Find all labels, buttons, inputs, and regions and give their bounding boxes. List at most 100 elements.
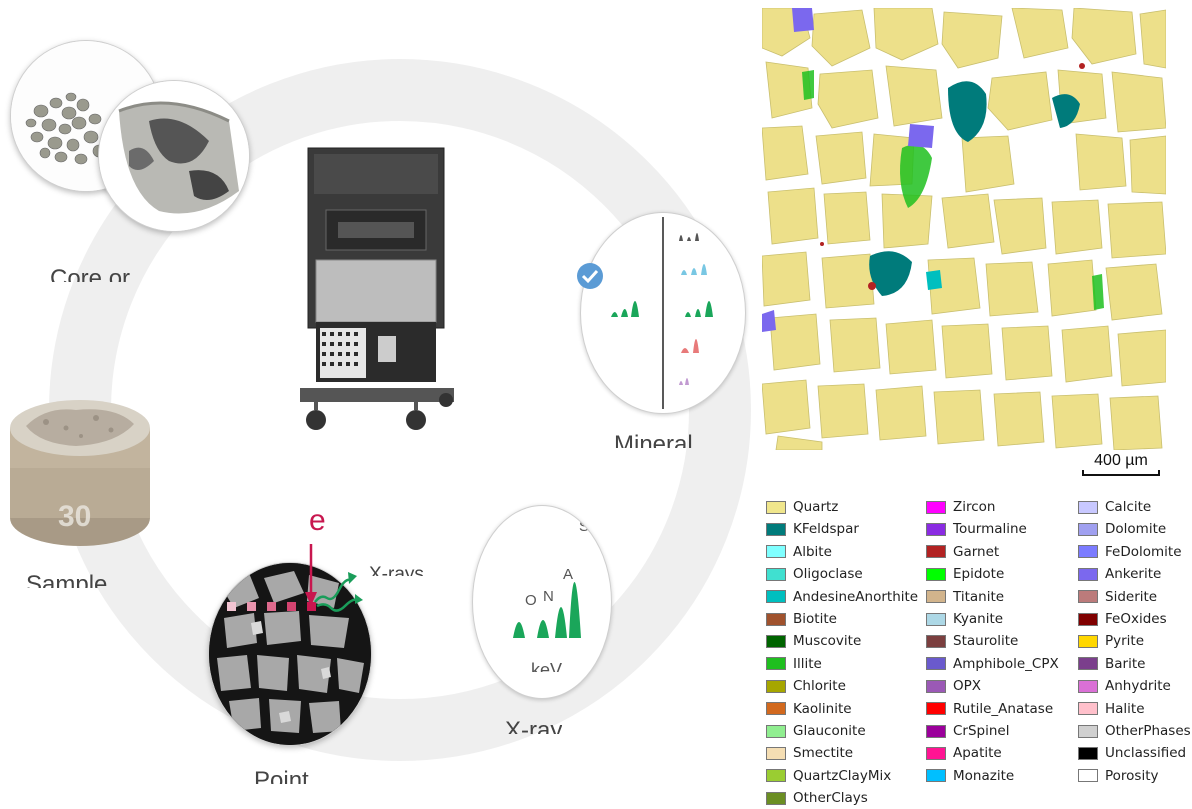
reference-spectrum-1 (673, 233, 707, 241)
mineral-map (762, 8, 1166, 450)
legend-swatch (1078, 545, 1098, 559)
legend-item: Unclassified (1078, 744, 1186, 762)
legend-swatch (926, 590, 946, 604)
legend-swatch (1078, 702, 1098, 716)
drill-core-image (99, 81, 249, 231)
mineral-legend: Quartz KFeldspar Albite Oligoclase AndesineA… (766, 498, 1191, 806)
legend-item: Kyanite (926, 610, 1003, 628)
legend-swatch (766, 746, 786, 760)
legend-item: Quartz (766, 498, 838, 516)
legend-item: Epidote (926, 565, 1004, 583)
legend-label: Dolomite (1105, 521, 1167, 538)
legend-label: Tourmaline (953, 521, 1027, 538)
point-analysis: e X-rays (205, 504, 445, 750)
legend-item: Kaolinite (766, 700, 852, 718)
legend-label: Quartz (793, 499, 839, 515)
legend-swatch (766, 522, 786, 536)
legend-item: Anhydrite (1078, 677, 1171, 695)
legend-label: Pyrite (1105, 633, 1145, 650)
scan-point (227, 602, 236, 611)
step-label-core: Core or (50, 265, 131, 282)
legend-label: Unclassified (1105, 745, 1187, 762)
legend-label: OtherClays (793, 790, 868, 807)
legend-swatch (766, 612, 786, 626)
legend-label: Zircon (953, 499, 996, 515)
scan-point (307, 602, 316, 611)
legend-item: Ankerite (1078, 565, 1161, 583)
legend-swatch (1078, 724, 1098, 738)
legend-swatch (926, 522, 946, 536)
legend-item: Halite (1078, 700, 1145, 718)
legend-swatch (926, 567, 946, 581)
legend-item: Dolomite (1078, 520, 1166, 538)
sample-mount-image: 30 (6, 388, 154, 553)
scan-point (267, 602, 276, 611)
legend-swatch (926, 769, 946, 783)
legend-label: Albite (793, 543, 832, 560)
core-sample-images (10, 40, 250, 240)
legend-label: Kyanite (953, 611, 1004, 627)
peak-label-n: N (543, 588, 554, 605)
legend-label: Garnet (953, 543, 1000, 560)
legend-item: CrSpinel (926, 722, 1009, 740)
step-label-point: Point (254, 767, 309, 784)
step-label-sample: Sample (26, 571, 108, 588)
legend-swatch (766, 702, 786, 716)
legend-item: FeOxides (1078, 610, 1167, 628)
legend-swatch (766, 791, 786, 805)
legend-item: OtherPhases (1078, 722, 1191, 740)
legend-item: Oligoclase (766, 565, 863, 583)
reference-spectrum-2 (673, 264, 715, 275)
core-circle (98, 80, 250, 232)
legend-label: Illite (793, 655, 822, 672)
legend-label: Halite (1105, 700, 1145, 717)
legend-label: Calcite (1105, 499, 1152, 515)
legend-label: Barite (1105, 655, 1146, 672)
reference-spectrum-4 (673, 339, 709, 353)
legend-label: OtherPhases (1105, 723, 1191, 739)
legend-swatch (926, 500, 946, 514)
legend-label: Kaolinite (793, 700, 852, 717)
legend-item: Apatite (926, 744, 1002, 762)
legend-item: Chlorite (766, 677, 846, 695)
legend-label: Biotite (793, 611, 837, 627)
legend-item: Monazite (926, 767, 1014, 785)
mineral-match-circle (580, 212, 746, 414)
legend-swatch (1078, 567, 1098, 581)
legend-swatch (766, 545, 786, 559)
legend-label: Porosity (1105, 767, 1159, 784)
legend-item: Zircon (926, 498, 996, 516)
xray-wave-icon (316, 598, 358, 612)
legend-label: Monazite (953, 767, 1015, 784)
peak-label-o: O (525, 592, 537, 609)
instrument-image (300, 147, 454, 430)
checkmark-icon (577, 263, 603, 289)
step-label-xray: X-ray (505, 717, 563, 734)
legend-label: Oligoclase (793, 566, 863, 583)
legend-swatch (766, 679, 786, 693)
legend-label: Amphibole_CPX (953, 655, 1059, 672)
legend-swatch (766, 567, 786, 581)
legend-label: KFeldspar (793, 521, 859, 538)
beam-and-xray-icons (227, 544, 363, 612)
xray-wave-icon (314, 578, 352, 603)
scale-bar: 400 µm (1082, 452, 1160, 476)
legend-item: Smectite (766, 744, 853, 762)
legend-item: Garnet (926, 543, 999, 561)
legend-label: Glauconite (793, 723, 866, 739)
legend-swatch (766, 634, 786, 648)
legend-label: Rutile_Anatase (953, 700, 1054, 717)
legend-item: Siderite (1078, 588, 1157, 606)
peak-label-a: A (563, 566, 574, 583)
legend-swatch (1078, 590, 1098, 604)
legend-swatch (926, 702, 946, 716)
legend-swatch (1078, 769, 1098, 783)
legend-swatch (1078, 657, 1098, 671)
legend-label: Staurolite (953, 633, 1019, 650)
legend-label: Anhydrite (1105, 678, 1171, 695)
bse-grains-image (209, 563, 371, 745)
legend-item: Titanite (926, 588, 1004, 606)
legend-swatch (1078, 612, 1098, 626)
legend-item: FeDolomite (1078, 543, 1182, 561)
legend-label: Muscovite (793, 633, 862, 650)
